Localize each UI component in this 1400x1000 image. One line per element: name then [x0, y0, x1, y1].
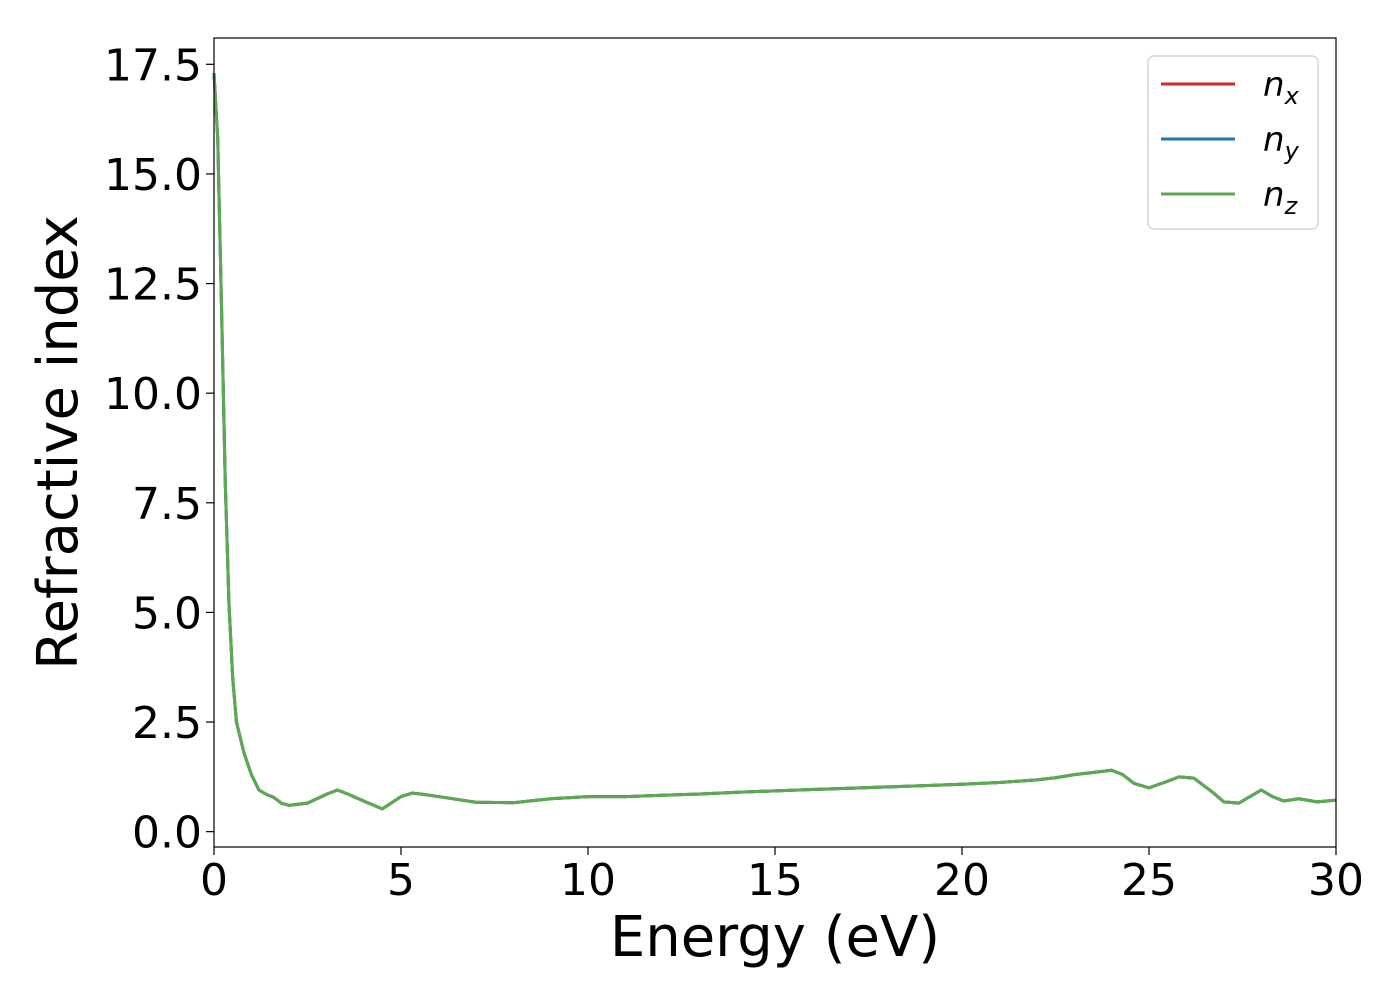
legend-subscript: y: [1284, 137, 1300, 165]
legend-subscript: z: [1284, 192, 1299, 220]
x-tick-label: 25: [1121, 855, 1177, 906]
y-tick-label: 0.0: [132, 808, 202, 859]
y-tick-label: 15.0: [104, 150, 202, 201]
x-tick-label: 30: [1308, 855, 1364, 906]
y-tick-label: 17.5: [104, 40, 202, 91]
y-axis: 0.0 2.5 5.0 7.5 10.0 12.5 15.0 17.5: [104, 40, 214, 859]
x-tick-label: 10: [560, 855, 616, 906]
y-tick-label: 10.0: [104, 369, 202, 420]
legend-box: [1147, 55, 1319, 230]
x-axis-label: Energy (eV): [610, 905, 940, 970]
x-tick-label: 20: [934, 855, 990, 906]
y-tick-label: 12.5: [104, 260, 202, 311]
x-tick-label: 5: [387, 855, 415, 906]
y-tick-label: 7.5: [132, 479, 202, 530]
x-tick-label: 15: [747, 855, 803, 906]
series-line-z: [212, 72, 1337, 811]
y-axis-label: Refractive index: [26, 215, 91, 670]
x-tick-label: 0: [200, 855, 228, 906]
series-layer: [212, 72, 1337, 811]
x-axis: 0 5 10 15 20 25 30: [200, 847, 1364, 906]
legend-subscript: x: [1284, 82, 1300, 110]
y-tick-label: 5.0: [132, 588, 202, 639]
y-tick-label: 2.5: [132, 698, 202, 749]
